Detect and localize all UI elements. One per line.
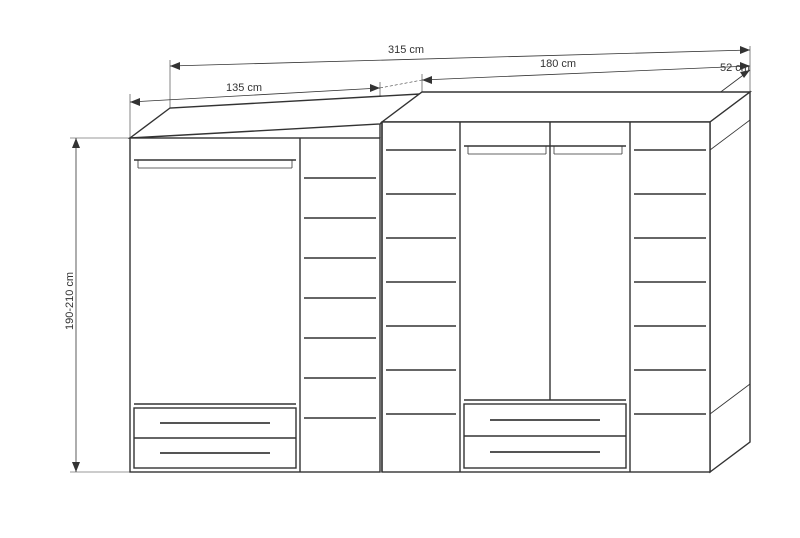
dim-right-width-label: 180 cm xyxy=(540,58,576,70)
dim-total-width-label: 315 cm xyxy=(388,44,424,56)
dim-left-width-label: 135 cm xyxy=(226,82,262,94)
wardrobe-technical-drawing: 190-210 cm 135 cm 315 cm 180 cm 52 cm xyxy=(0,0,800,533)
dim-height-label: 190-210 cm xyxy=(64,272,76,330)
drawing-svg xyxy=(0,0,800,533)
dim-depth-label: 52 cm xyxy=(720,62,750,74)
